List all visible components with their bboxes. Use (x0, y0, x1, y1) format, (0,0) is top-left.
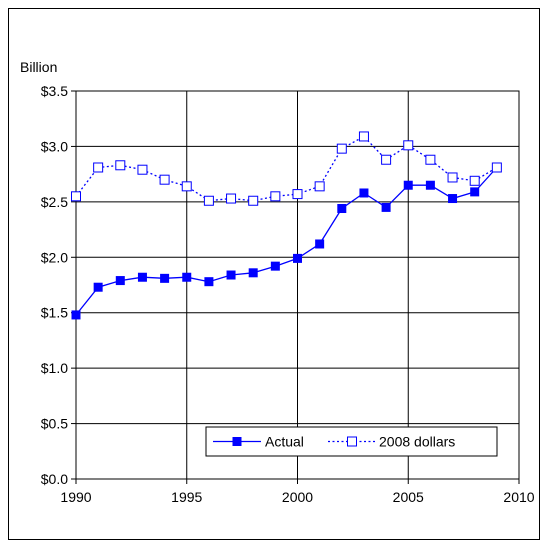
y-tick-label: $2.0 (41, 249, 68, 265)
data-point (292, 189, 303, 200)
data-point (71, 191, 81, 202)
y-unit-label: Billion (20, 59, 57, 75)
data-point (115, 276, 125, 286)
y-tick-label: $3.0 (41, 138, 68, 154)
x-tick-label: 2010 (503, 489, 534, 505)
data-point (447, 172, 458, 183)
data-point (315, 239, 325, 249)
data-point (337, 204, 347, 214)
data-point (403, 140, 414, 151)
data-point (425, 180, 435, 190)
data-point (491, 162, 502, 173)
data-point (469, 175, 480, 186)
data-point (359, 188, 369, 198)
data-point (226, 270, 236, 280)
data-point (403, 180, 413, 190)
data-point (93, 282, 103, 292)
x-tick-label: 2000 (282, 489, 313, 505)
y-tick-label: $0.5 (41, 416, 68, 432)
data-point (470, 187, 480, 197)
data-point (248, 268, 258, 278)
data-point (270, 191, 281, 202)
data-point (137, 164, 148, 175)
x-tick-label: 2005 (393, 489, 424, 505)
data-point (381, 202, 391, 212)
data-point (358, 131, 369, 142)
data-point (248, 195, 259, 206)
data-point (425, 154, 436, 165)
y-tick-label: $1.5 (41, 305, 68, 321)
data-point (381, 154, 392, 165)
x-tick-label: 1990 (60, 489, 91, 505)
y-tick-label: $3.5 (41, 83, 68, 99)
data-point (270, 261, 280, 271)
data-point (137, 272, 147, 282)
data-point (203, 195, 214, 206)
legend-swatch-marker (347, 436, 357, 447)
data-point (293, 253, 302, 263)
legend-label: 2008 dollars (379, 434, 455, 450)
data-point (226, 193, 237, 204)
legend: Actual 2008 dollars (205, 426, 498, 457)
data-point (336, 143, 347, 154)
data-point (314, 181, 325, 192)
series (71, 131, 502, 320)
gridlines (75, 90, 520, 480)
x-tick-label: 1995 (171, 489, 202, 505)
data-point (181, 181, 192, 192)
data-point (93, 162, 104, 173)
data-point (71, 310, 81, 320)
data-point (115, 160, 126, 171)
y-tick-label: $0.0 (41, 471, 68, 487)
data-point (182, 272, 192, 282)
axes: $0.0 $0.5 $1.0 $1.5 $2.0 $2.5 $3.0 $3.5 1990 1995… (41, 83, 535, 505)
data-point (204, 277, 214, 287)
data-point (448, 194, 458, 204)
y-tick-label: $1.0 (41, 360, 68, 376)
y-tick-label: $2.5 (41, 194, 68, 210)
data-point (160, 273, 170, 283)
legend-swatch-marker (232, 437, 242, 446)
data-point (159, 174, 170, 185)
legend-label: Actual (265, 434, 304, 450)
